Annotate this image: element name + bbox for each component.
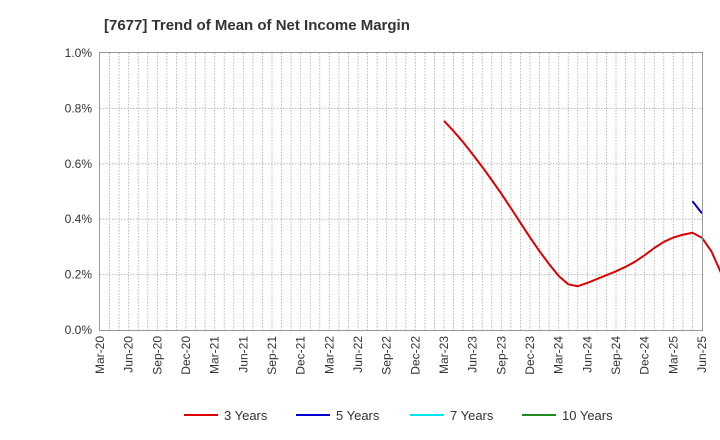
- x-tick-label: Mar-24: [552, 336, 566, 374]
- x-tick-label: Jun-22: [351, 336, 365, 373]
- x-tick-label: Jun-24: [580, 336, 594, 373]
- y-tick-label: 1.0%: [65, 46, 93, 60]
- x-tick-label: Sep-24: [609, 336, 623, 375]
- legend-label: 10 Years: [562, 408, 613, 423]
- legend-label: 3 Years: [224, 408, 268, 423]
- x-axis-ticks: Mar-20 Jun-20 Sep-20 Dec-20 Mar-21 Jun-21 Sep-…: [93, 336, 709, 375]
- y-tick-label: 0.8%: [65, 101, 93, 115]
- x-tick-label: Mar-20: [93, 336, 107, 374]
- y-tick-label: 0.4%: [65, 212, 93, 226]
- x-tick-label: Sep-22: [380, 336, 394, 375]
- legend-label: 7 Years: [450, 408, 494, 423]
- x-tick-label: Dec-20: [179, 336, 193, 375]
- legend-label: 5 Years: [336, 408, 380, 423]
- grid: [100, 53, 702, 330]
- y-tick-label: 0.6%: [65, 157, 93, 171]
- x-tick-label: Sep-23: [494, 336, 508, 375]
- x-tick-label: Sep-21: [265, 336, 279, 375]
- x-tick-label: Mar-23: [437, 336, 451, 374]
- x-tick-label: Mar-21: [208, 336, 222, 374]
- series-line-3-years: [443, 120, 720, 288]
- y-axis-ticks: 0.0% 0.2% 0.4% 0.6% 0.8% 1.0%: [65, 46, 93, 337]
- x-tick-label: Mar-22: [322, 336, 336, 374]
- series-lines: [443, 120, 720, 288]
- x-tick-label: Jun-23: [466, 336, 480, 373]
- x-tick-label: Jun-25: [695, 336, 709, 373]
- legend: 3 Years 5 Years 7 Years 10 Years: [184, 408, 613, 423]
- chart-title: [7677] Trend of Mean of Net Income Margi…: [104, 17, 410, 34]
- x-tick-label: Jun-21: [236, 336, 250, 373]
- plot-area-border: [99, 52, 703, 331]
- x-tick-label: Dec-24: [638, 336, 652, 375]
- x-tick-label: Mar-25: [666, 336, 680, 374]
- y-tick-label: 0.2%: [65, 268, 93, 282]
- y-tick-label: 0.0%: [65, 323, 93, 337]
- x-tick-label: Jun-20: [122, 336, 136, 373]
- x-tick-label: Sep-20: [150, 336, 164, 375]
- x-tick-label: Dec-22: [408, 336, 422, 375]
- series-line-5-years: [691, 200, 703, 214]
- x-tick-label: Dec-23: [523, 336, 537, 375]
- x-tick-label: Dec-21: [294, 336, 308, 375]
